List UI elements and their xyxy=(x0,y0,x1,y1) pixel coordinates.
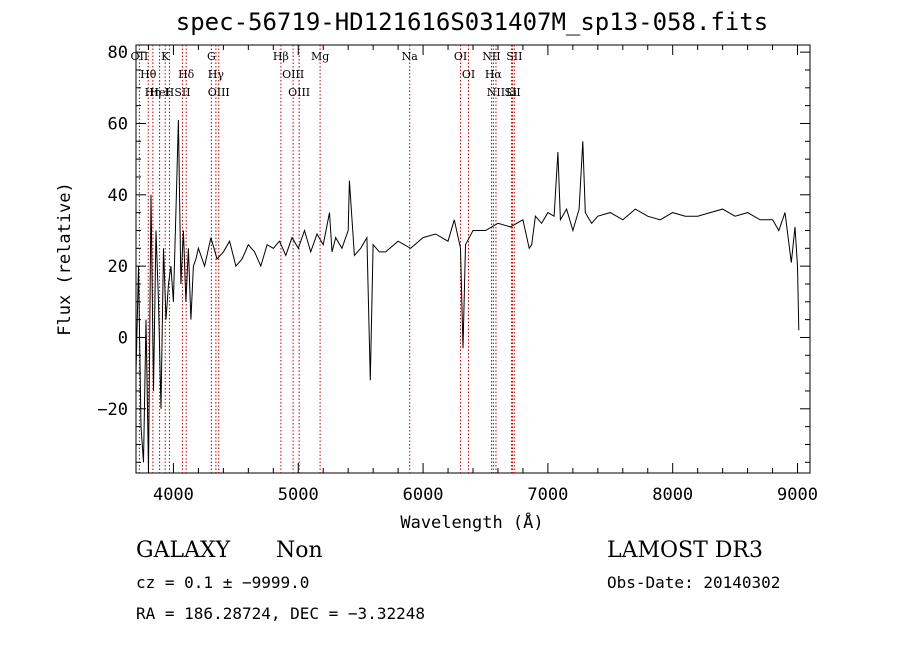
x-axis-label: Wavelength (Å) xyxy=(400,511,543,533)
y-axis-ticks: −20 0 20 40 60 80 xyxy=(97,43,810,463)
redshift-cz: cz = 0.1 ± −9999.0 xyxy=(136,573,310,592)
line-label-23: SII xyxy=(506,50,522,63)
line-label-13: OIII xyxy=(288,86,310,99)
line-label-7: SII xyxy=(174,86,190,99)
y-axis-label: Flux (relative) xyxy=(55,182,75,336)
y-tick-label-0: −20 xyxy=(97,400,128,420)
line-label-10: OIII xyxy=(208,86,230,99)
line-label-18: NII xyxy=(482,50,500,63)
object-subclass: Non xyxy=(276,538,323,563)
x-tick-label-0: 4000 xyxy=(153,485,194,505)
y-tick-label-1: 0 xyxy=(118,328,128,348)
object-class: GALAXY xyxy=(136,538,231,563)
line-label-16: OI xyxy=(454,50,467,63)
line-label-2: Hη xyxy=(145,86,161,99)
chart-title: spec-56719-HD121616S031407M_sp13-058.fit… xyxy=(176,8,768,36)
line-label-14: Mg xyxy=(311,50,329,63)
x-axis-ticks: 4000 5000 6000 7000 8000 9000 xyxy=(147,45,818,505)
spectrum-series xyxy=(135,119,800,470)
line-label-9: Hγ xyxy=(208,68,225,81)
line-label-21: Li xyxy=(506,86,517,99)
line-label-1: Hθ xyxy=(140,68,157,81)
line-label-19: Hα xyxy=(485,68,503,81)
line-label-20: NII xyxy=(487,86,505,99)
x-tick-label-2: 6000 xyxy=(403,485,444,505)
line-label-15: Na xyxy=(402,50,419,63)
x-tick-label-5: 9000 xyxy=(777,485,818,505)
line-label-5: H xyxy=(165,86,175,99)
y-tick-label-5: 80 xyxy=(108,43,128,63)
observation-date: Obs-Date: 20140302 xyxy=(607,573,781,592)
x-tick-label-4: 8000 xyxy=(652,485,693,505)
line-label-17: OI xyxy=(462,68,475,81)
line-label-22: SII xyxy=(504,86,520,99)
survey-name: LAMOST DR3 xyxy=(607,538,763,563)
ra-dec-coordinates: RA = 186.28724, DEC = −3.32248 xyxy=(136,604,425,623)
plot-frame xyxy=(135,44,811,474)
y-tick-label-2: 20 xyxy=(108,257,128,277)
line-label-0: OII xyxy=(131,50,149,63)
line-label-12: OIII xyxy=(282,68,304,81)
line-label-11: Hβ xyxy=(273,50,289,63)
x-tick-label-1: 5000 xyxy=(278,485,319,505)
line-label-8: G xyxy=(207,50,216,63)
y-tick-label-4: 60 xyxy=(108,114,128,134)
line-label-4: K xyxy=(161,50,170,63)
y-tick-label-3: 40 xyxy=(108,186,128,206)
line-label-3: HeI xyxy=(149,86,169,99)
x-tick-label-3: 7000 xyxy=(527,485,568,505)
line-label-6: Hδ xyxy=(178,68,195,81)
